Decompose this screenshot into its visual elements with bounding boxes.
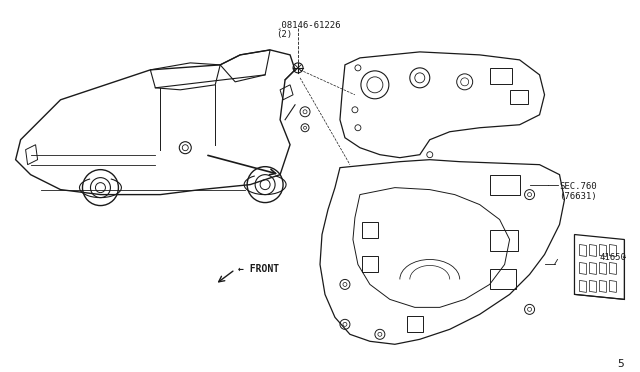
Text: SEC.760
(76631): SEC.760 (76631) — [559, 182, 597, 201]
Text: 5: 5 — [618, 359, 624, 369]
Text: 41650: 41650 — [600, 253, 627, 263]
Text: ¸08146-61226
(2): ¸08146-61226 (2) — [276, 20, 340, 39]
Text: ← FRONT: ← FRONT — [238, 264, 279, 275]
